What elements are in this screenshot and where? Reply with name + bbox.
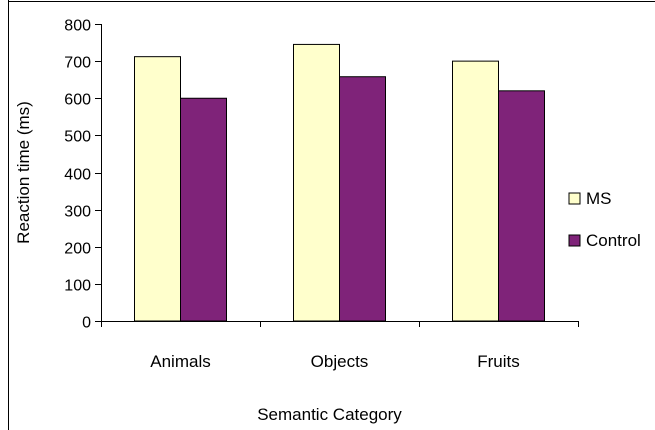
y-tick-label-300: 300: [64, 204, 91, 221]
bar-ms-objects: [293, 43, 340, 322]
legend: MS Control: [568, 189, 641, 250]
y-tick-label-800: 800: [64, 18, 91, 35]
bar-ms-animals: [134, 56, 181, 322]
y-tick-label-500: 500: [64, 129, 91, 146]
bar-ms-fruits: [452, 60, 499, 322]
y-tick-label-600: 600: [64, 92, 91, 109]
x-tick-label-objects: Objects: [311, 352, 369, 371]
y-tick-label-400: 400: [64, 167, 91, 184]
y-axis-title: Reaction time (ms): [14, 101, 33, 244]
bar-control-fruits: [498, 90, 545, 322]
plot-area: [134, 43, 545, 322]
legend-swatch-ms: [568, 192, 581, 205]
x-tick-label-animals: Animals: [150, 352, 210, 371]
x-axis-title: Semantic Category: [257, 405, 402, 424]
x-tick-label-fruits: Fruits: [477, 352, 520, 371]
bar-control-objects: [339, 76, 386, 322]
legend-label-control: Control: [586, 231, 641, 250]
bar-control-animals: [180, 97, 227, 322]
axes: Animals Objects Fruits 0 100 200 300 400 500 600 7…: [64, 18, 579, 371]
y-tick-label-100: 100: [64, 278, 91, 295]
y-tick-label-700: 700: [64, 55, 91, 72]
y-tick-label-0: 0: [82, 315, 91, 332]
y-tick-label-200: 200: [64, 241, 91, 258]
legend-label-ms: MS: [586, 189, 612, 208]
legend-swatch-control: [568, 234, 581, 247]
